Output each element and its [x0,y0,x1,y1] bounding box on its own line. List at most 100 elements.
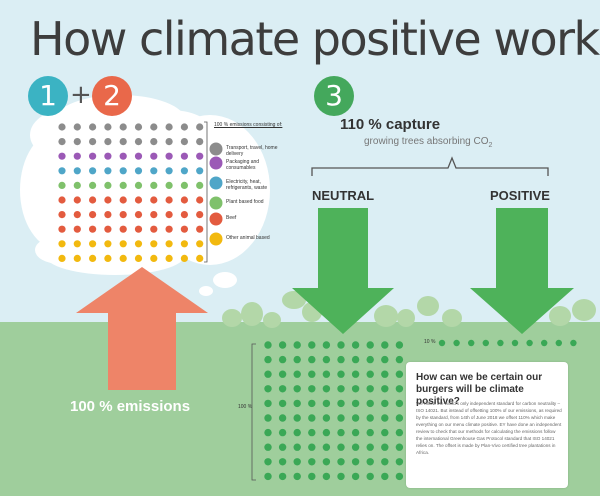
extra-capture-dot [526,339,533,347]
capture-dot [278,428,287,437]
emission-dot [134,196,143,204]
capture-dot [278,385,287,393]
emission-dot [89,240,97,248]
emission-dot [58,123,66,131]
emission-dot [196,211,204,219]
legend-item-label: Transport, travel, home delivery [226,145,278,157]
capture-dot [308,414,316,422]
leaf-icon [209,196,223,210]
capture-dot [366,458,374,466]
capture-dot [308,355,316,364]
emission-dot [180,196,188,204]
capture-dot [308,341,316,349]
emission-dot [73,211,81,219]
extra-capture-dot [555,339,562,347]
tree-line [222,291,596,328]
emission-dot [150,225,158,233]
capture-subtitle-text: growing trees absorbing CO [364,136,489,147]
capture-dot [322,443,331,451]
cup-icon [209,156,223,170]
emission-dot [134,225,143,233]
emission-dot [119,254,127,262]
legend-item-label: Electricity, heat, refrigerants, waste [226,179,268,191]
capture-dot [264,458,272,466]
emission-dot [119,211,127,219]
capture-dot [278,341,287,349]
capture-dot [395,458,404,466]
capture-dot [381,443,389,451]
emission-dot [196,181,204,189]
capture-dot [366,428,374,437]
emission-dot [165,196,173,204]
emission-dot [196,152,204,160]
capture-dot [293,341,301,349]
capture-dot [322,341,331,349]
dots-bracket [251,343,256,481]
capture-dot [322,472,331,481]
capture-dot [395,370,404,378]
lightning-icon [209,176,223,190]
capture-dot [351,414,360,422]
capture-dot [293,443,301,451]
emission-dot [180,240,188,248]
emission-dot [119,196,127,204]
emission-dot [73,138,81,146]
capture-dot [293,428,301,437]
emission-dot [89,254,97,262]
capture-dot [395,428,404,437]
emission-dot [89,211,97,219]
emission-dot [165,123,173,131]
emission-dot [58,196,66,204]
capture-dot [337,385,345,393]
capture-dot [264,385,272,393]
capture-dot [381,399,389,408]
capture-dot [381,414,389,422]
capture-subtitle: growing trees absorbing CO2 [364,136,492,149]
percent-10-label: 10 % [424,339,436,345]
emission-dot [119,225,127,233]
plus-sign: + [70,80,92,110]
emission-dot [73,123,81,131]
extra-capture-dot [438,339,446,347]
emission-dot [196,254,204,262]
capture-dot [264,399,272,408]
emission-dot [104,254,112,262]
capture-dot [308,443,316,451]
emission-dot [119,167,127,175]
emission-dot [73,240,81,248]
emission-dot [73,254,81,262]
capture-dot [381,355,389,364]
capture-dot [395,355,404,364]
capture-dot [337,472,345,481]
capture-dot [264,428,272,437]
capture-dot [278,355,287,364]
capture-dot [322,458,331,466]
capture-dot [366,370,374,378]
emission-dot [134,138,143,146]
capture-dot [264,443,272,451]
capture-dot [308,428,316,437]
emission-dot [104,240,112,248]
legend-item-label: Plant based food [226,199,264,205]
emission-dot [165,225,173,233]
emission-dot [119,152,127,160]
emission-dot [89,167,97,175]
capture-dot [366,472,374,481]
capture-dot [322,414,331,422]
emission-dot [165,152,173,160]
emission-dot [134,240,143,248]
emission-dot [104,225,112,233]
extra-capture-dot [541,339,548,347]
emission-dot [150,196,158,204]
capture-dot [337,370,345,378]
capture-dot [351,399,360,408]
emission-dot [180,181,188,189]
capture-dot [351,341,360,349]
capture-dot [308,370,316,378]
emission-dot [104,211,112,219]
capture-dot [366,399,374,408]
emission-dot [196,123,204,131]
capture-dot [264,472,272,481]
emission-dot [89,181,97,189]
